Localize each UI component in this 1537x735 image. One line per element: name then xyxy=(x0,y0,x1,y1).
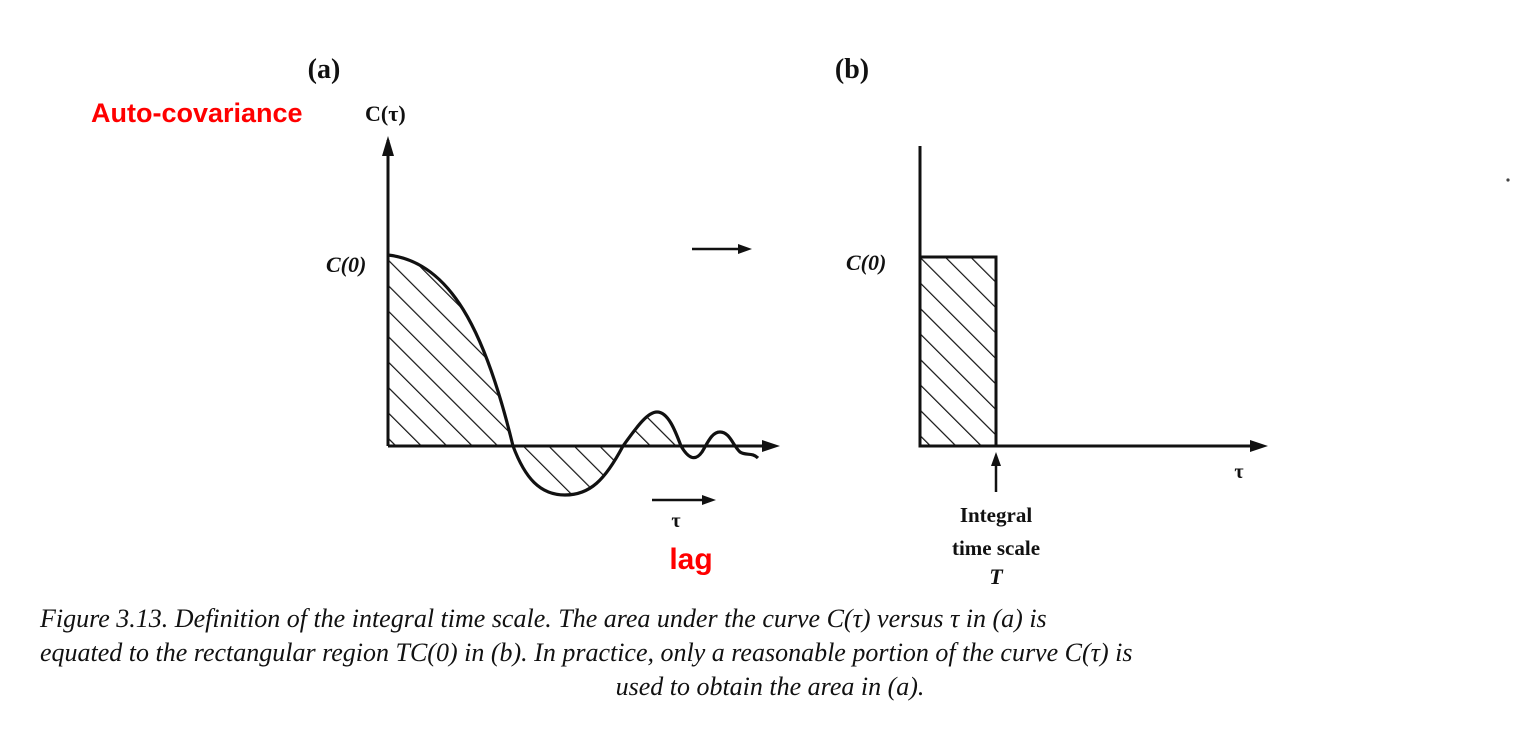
positive-area-hatch xyxy=(388,255,513,446)
panel-b-x-axis-label: τ xyxy=(1234,461,1243,483)
caption-line-1: Figure 3.13. Definition of the integral … xyxy=(40,604,1047,633)
tau-direction-arrowhead xyxy=(702,495,716,505)
panel-a-x-axis-label: τ xyxy=(671,510,680,532)
caption-line-3: used to obtain the area in (a). xyxy=(615,672,925,701)
overlay-y-label: Auto-covariance xyxy=(91,98,303,128)
integral-label-line2: time scale xyxy=(952,536,1040,560)
caption-line-2: equated to the rectangular region TC(0) … xyxy=(40,638,1133,667)
panel-a-x-arrowhead xyxy=(762,440,780,452)
panel-b-label: (b) xyxy=(835,54,869,85)
panel-a-y-axis-label: C(τ) xyxy=(365,101,406,126)
equivalent-rectangle xyxy=(918,255,998,448)
integral-label-symbol: T xyxy=(989,564,1004,589)
integral-scale-pointer-head xyxy=(991,452,1001,466)
overlay-x-label: lag xyxy=(669,543,712,576)
panel-b: (b) C(0) τ Integral time scale T xyxy=(835,54,1268,589)
transition-arrowhead xyxy=(738,244,752,254)
figure-caption: Figure 3.13. Definition of the integral … xyxy=(40,602,1500,704)
panel-a-label: (a) xyxy=(308,54,341,85)
panel-b-c0-label: C(0) xyxy=(846,250,886,275)
scan-speck xyxy=(1506,178,1510,182)
panel-a-y-arrowhead xyxy=(382,136,394,156)
autocovariance-curve xyxy=(387,253,760,497)
panel-b-x-arrowhead xyxy=(1250,440,1268,452)
integral-label-line1: Integral xyxy=(960,503,1032,527)
panel-a: (a) C(τ) Auto-covariance C(0) τ lag xyxy=(91,54,780,576)
panel-a-c0-label: C(0) xyxy=(326,252,366,277)
second-lobe-hatch xyxy=(623,412,681,446)
